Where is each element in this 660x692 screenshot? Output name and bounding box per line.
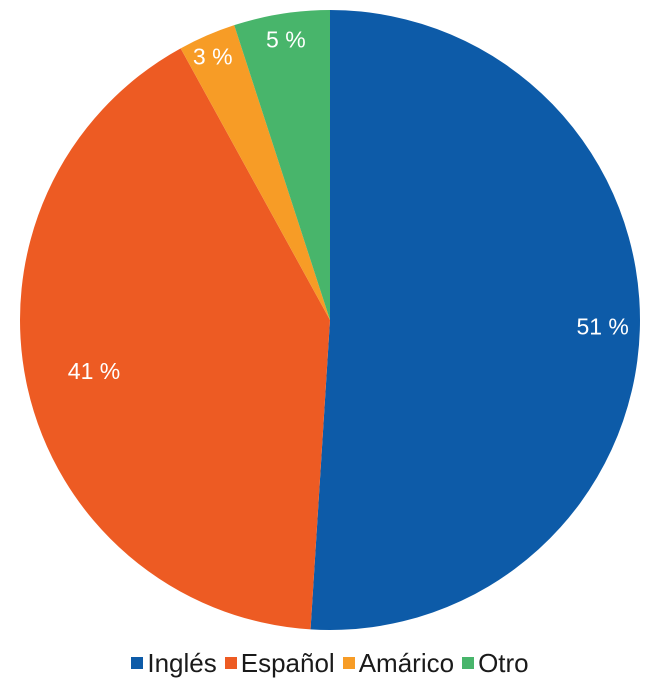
data-label-espanol: 41 % [68, 358, 120, 384]
legend-label-ingles: Inglés [147, 647, 217, 678]
legend-label-espanol: Español [240, 647, 335, 678]
data-label-amarico: 3 % [193, 43, 233, 69]
pie-slice-ingles [310, 10, 640, 630]
legend-swatch-amarico [342, 657, 355, 669]
legend-item-amarico: Amárico [342, 647, 455, 679]
legend-swatch-otro [462, 657, 475, 669]
data-label-ingles: 51 % [576, 314, 628, 340]
pie-chart-plot: 51 % 41 % 3 % 5 % [19, 10, 640, 630]
pie-slice-otro [234, 10, 330, 320]
legend-swatch-ingles [131, 657, 144, 669]
legend-item-otro: Otro [462, 648, 529, 679]
pie-slice-espanol [19, 48, 330, 630]
chart-legend: Inglés Español Amárico Otro [0, 643, 660, 683]
legend-label-amarico: Amárico [358, 647, 455, 678]
legend-item-ingles: Inglés [131, 647, 217, 679]
legend-swatch-espanol [224, 657, 237, 669]
legend-label-otro: Otro [478, 647, 529, 678]
legend-item-espanol: Español [224, 647, 335, 679]
data-label-otro: 5 % [266, 26, 306, 52]
pie-slice-amarico [180, 25, 330, 320]
